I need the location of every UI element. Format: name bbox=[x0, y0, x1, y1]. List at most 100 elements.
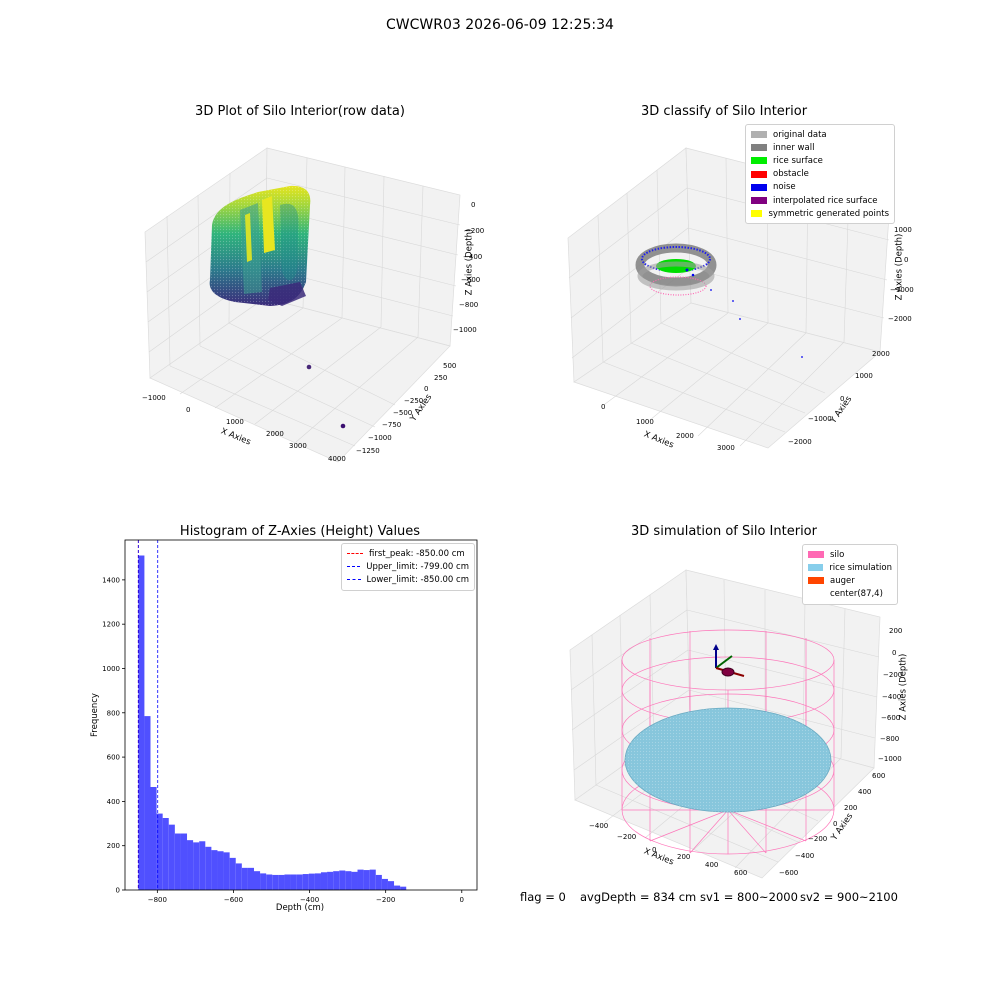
panel2-ytick: 1000 bbox=[855, 372, 873, 380]
histogram-xlabel: Depth (cm) bbox=[275, 903, 325, 913]
legend-swatch bbox=[751, 131, 767, 139]
histogram-xtick-label: −800 bbox=[148, 896, 167, 904]
panel4-ztick: 200 bbox=[889, 627, 903, 635]
status-avg-depth: avgDepth = 834 cm bbox=[580, 890, 697, 904]
histogram-ytick-label: 800 bbox=[107, 709, 120, 717]
legend-swatch bbox=[751, 157, 767, 165]
panel4-ztick: −200 bbox=[883, 671, 903, 679]
histogram-bar bbox=[174, 833, 181, 890]
legend-label: obstacle bbox=[773, 169, 809, 180]
panel4-xtick: 0 bbox=[652, 846, 657, 854]
status-sv1: sv1 = 800~2000 bbox=[700, 890, 798, 904]
panel1-ytick: 0 bbox=[424, 385, 429, 393]
legend-swatch bbox=[751, 183, 767, 191]
panel2-xtick: 3000 bbox=[717, 444, 735, 452]
panel4-xtick: 200 bbox=[677, 853, 691, 861]
panel4-ytick: 200 bbox=[844, 804, 858, 812]
legend-label: auger bbox=[830, 575, 855, 586]
histogram-bar bbox=[199, 841, 206, 890]
histogram-ytick-label: 1200 bbox=[102, 621, 120, 629]
histogram-bar bbox=[381, 878, 388, 890]
histogram-bar bbox=[357, 869, 364, 890]
legend-label: Lower_limit: -850.00 cm bbox=[366, 574, 469, 585]
panel4-ztick: −400 bbox=[882, 693, 902, 701]
legend-line bbox=[347, 566, 361, 568]
legend-label: silo bbox=[830, 549, 845, 560]
panel1-ztick: −400 bbox=[463, 253, 483, 261]
histogram-bar bbox=[150, 786, 157, 890]
histogram-bar bbox=[296, 874, 303, 890]
legend-item-upper-limit: Upper_limit: -799.00 cm bbox=[347, 560, 469, 573]
histogram-bar bbox=[217, 851, 224, 890]
legend-item-symmetric: symmetric generated points bbox=[751, 207, 889, 220]
histogram-ytick-label: 1000 bbox=[102, 665, 120, 673]
panel1-ytick: 500 bbox=[443, 362, 457, 370]
panel1-floor-pane bbox=[149, 297, 451, 463]
panel1-title: 3D Plot of Silo Interior(row data) bbox=[195, 104, 405, 119]
histogram-bar bbox=[387, 881, 395, 890]
legend-item-noise: noise bbox=[751, 181, 889, 194]
panel1-xtick: 3000 bbox=[289, 442, 307, 450]
legend-item-interpolated: interpolated rice surface bbox=[751, 194, 889, 207]
panel1-point-cloud bbox=[209, 185, 346, 429]
histogram-bar bbox=[138, 555, 145, 890]
panel2-xtick: 1000 bbox=[636, 418, 654, 426]
panel4-xtick: −400 bbox=[589, 822, 609, 830]
histogram-bar bbox=[168, 824, 175, 890]
legend-swatch bbox=[808, 590, 824, 598]
histogram-bar bbox=[144, 716, 151, 890]
legend-label: rice surface bbox=[773, 155, 823, 166]
legend-item-obstacle: obstacle bbox=[751, 168, 889, 181]
legend-item-lower-limit: Lower_limit: -850.00 cm bbox=[347, 573, 469, 586]
histogram-bar bbox=[254, 871, 261, 890]
panel1-ztick: −600 bbox=[461, 276, 481, 284]
histogram-bar bbox=[302, 874, 309, 890]
histogram-xtick-label: −200 bbox=[376, 896, 395, 904]
legend-label: inner wall bbox=[773, 142, 815, 153]
histogram-bar bbox=[308, 873, 315, 890]
histogram-x-ticks: −800 −600 −400 −200 0 bbox=[148, 890, 464, 904]
legend-swatch bbox=[751, 210, 763, 218]
histogram-bar bbox=[156, 813, 163, 890]
legend-swatch bbox=[808, 564, 824, 572]
histogram-ytick-label: 600 bbox=[107, 754, 120, 762]
panel2-xtick: 2000 bbox=[676, 432, 694, 440]
histogram-bar bbox=[266, 874, 273, 890]
legend-label: center(87,4) bbox=[830, 589, 883, 600]
panel2-ztick: 1000 bbox=[894, 226, 912, 234]
histogram-bar bbox=[369, 869, 376, 890]
legend-item-center: center(87,4) bbox=[808, 588, 892, 601]
legend-swatch bbox=[751, 170, 767, 178]
panel2-title: 3D classify of Silo Interior bbox=[640, 104, 808, 119]
panel4-xtick: 400 bbox=[705, 861, 719, 869]
panel4-ztick: −600 bbox=[881, 714, 901, 722]
histogram-bar bbox=[394, 885, 401, 890]
panel4-legend: silo rice simulation auger center(87,4) bbox=[802, 544, 898, 605]
panel3-title: Histogram of Z-Axies (Height) Values bbox=[179, 524, 421, 539]
panel1-xtick: −1000 bbox=[142, 394, 166, 402]
panel1-ztick: −1000 bbox=[453, 326, 477, 334]
histogram-bar bbox=[247, 867, 255, 890]
panel1-xtick: 4000 bbox=[328, 455, 346, 463]
histogram-bar bbox=[351, 871, 358, 890]
legend-label: first_peak: -850.00 cm bbox=[369, 548, 465, 559]
legend-item-original-data: original data bbox=[751, 128, 889, 141]
histogram-bar bbox=[327, 871, 334, 890]
legend-label: interpolated rice surface bbox=[773, 195, 878, 206]
panel4-ztick: −1000 bbox=[878, 755, 902, 763]
legend-swatch bbox=[751, 197, 767, 205]
panel2-ytick: 2000 bbox=[872, 350, 890, 358]
panel1-xtick: 1000 bbox=[226, 418, 244, 426]
panel2-legend: original data inner wall rice surface ob… bbox=[745, 124, 895, 225]
histogram-bar bbox=[260, 873, 267, 890]
panel4-ytick: −200 bbox=[808, 835, 828, 843]
histogram-bar bbox=[241, 867, 248, 890]
histogram-bar bbox=[290, 874, 297, 890]
panel2-point-cloud bbox=[635, 243, 803, 358]
legend-line bbox=[347, 579, 361, 581]
panel4-ytick: 0 bbox=[833, 820, 838, 828]
legend-item-inner-wall: inner wall bbox=[751, 141, 889, 154]
legend-label: original data bbox=[773, 129, 827, 140]
histogram-bar bbox=[187, 840, 194, 890]
